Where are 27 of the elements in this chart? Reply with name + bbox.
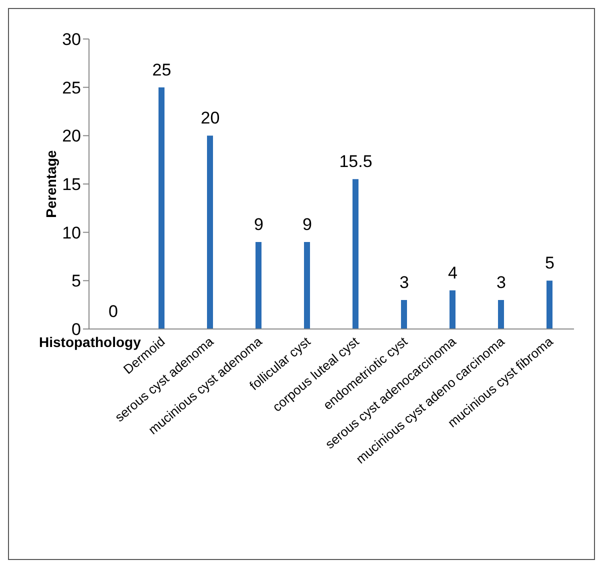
data-label: 25 (152, 60, 172, 80)
y-tick-label: 25 (62, 78, 81, 98)
bar (401, 300, 407, 329)
bar (304, 242, 310, 329)
bar (207, 136, 213, 329)
bar (256, 242, 262, 329)
y-tick-label: 0 (72, 320, 81, 340)
y-axis-title: Perentage (42, 150, 59, 218)
data-label: 3 (496, 273, 506, 292)
bar (450, 290, 456, 329)
data-label: 20 (200, 108, 220, 128)
bar (546, 280, 552, 329)
data-label: 3 (400, 273, 409, 292)
data-label: 9 (254, 215, 264, 234)
data-label: 5 (545, 254, 554, 273)
y-tick-label: 15 (62, 175, 81, 194)
y-tick-label: 30 (62, 30, 81, 50)
data-label: 4 (448, 263, 458, 282)
bar (158, 87, 164, 329)
data-label: 0 (108, 302, 118, 321)
bar (352, 179, 358, 329)
y-tick-label: 20 (62, 126, 81, 146)
y-tick-label: 10 (62, 223, 81, 242)
data-label: 9 (302, 215, 312, 234)
y-tick-label: 5 (72, 272, 81, 291)
data-label: 15.5 (339, 152, 372, 172)
bar (498, 300, 504, 329)
